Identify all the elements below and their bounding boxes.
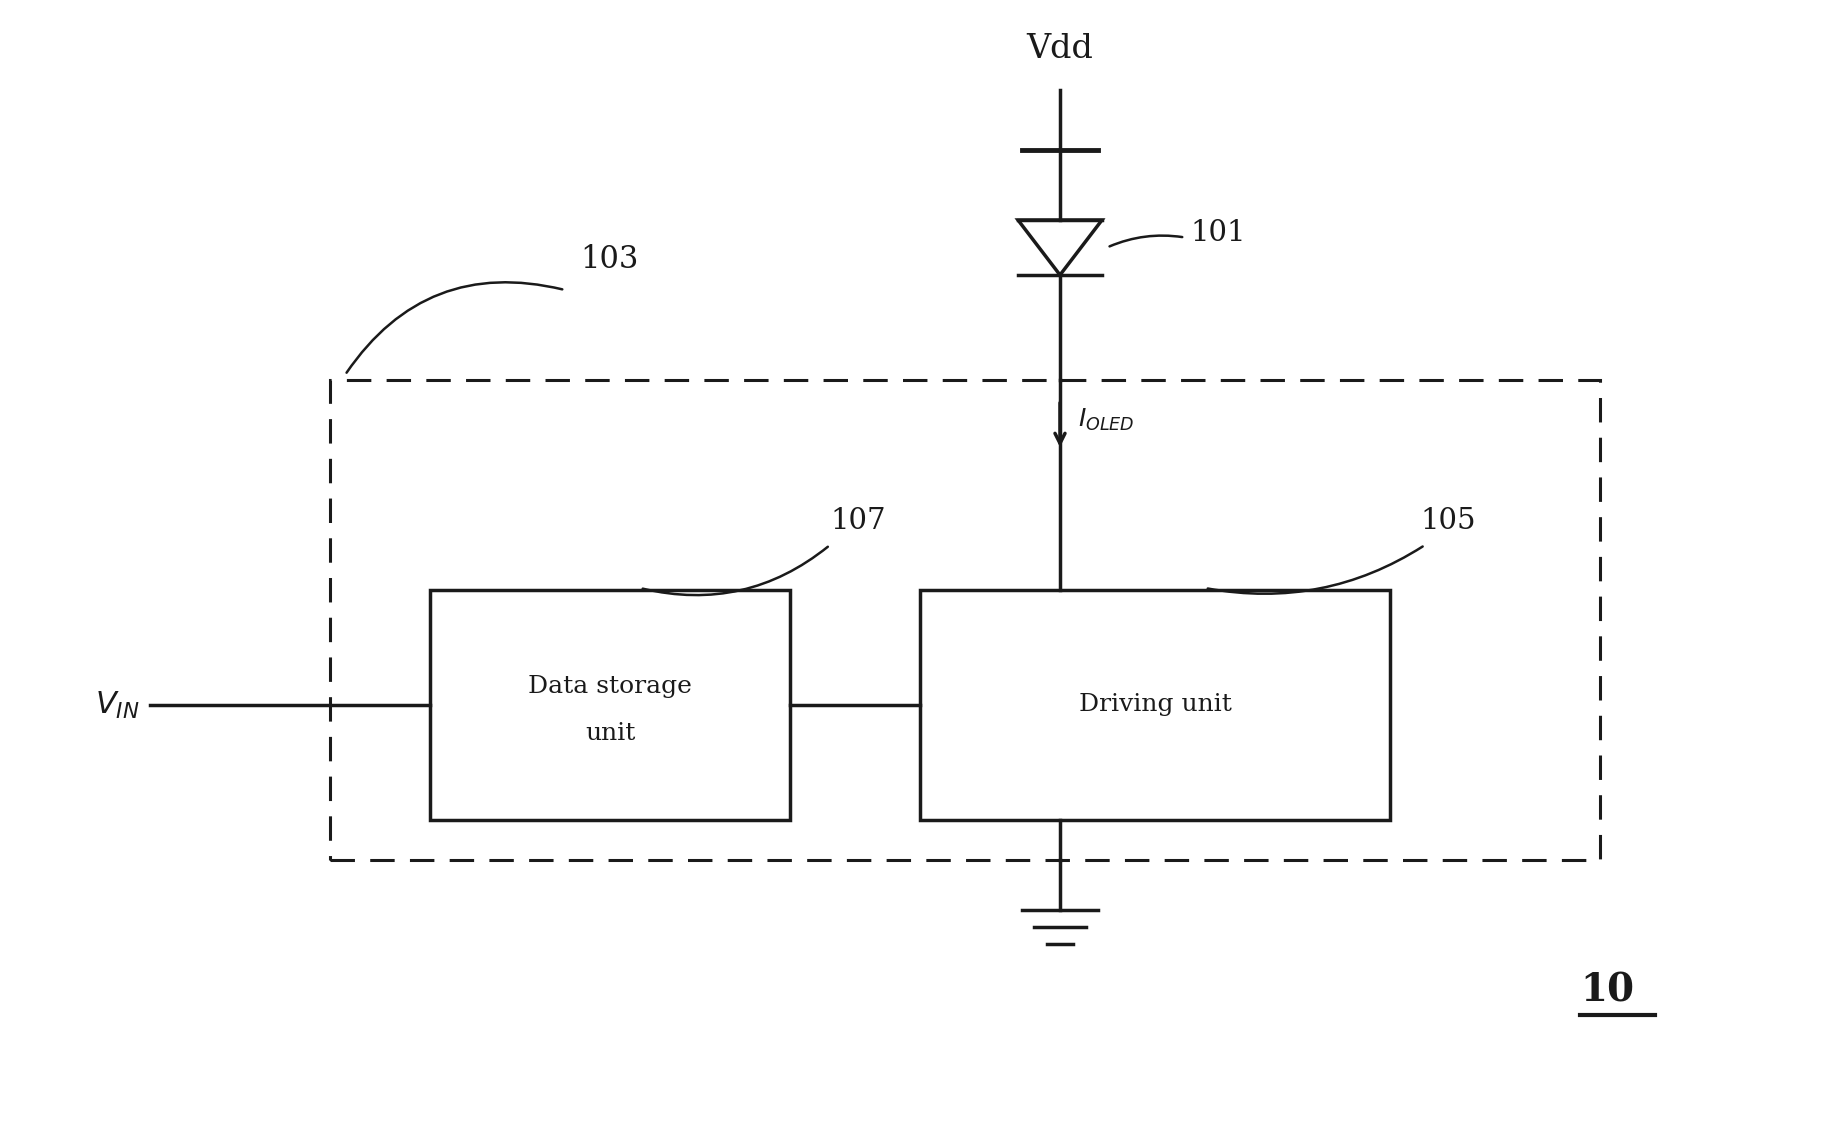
Text: 103: 103 [579,244,638,275]
Text: Vdd: Vdd [1027,33,1093,65]
Text: Data storage: Data storage [528,676,693,699]
Bar [331,380,1599,860]
Text: 101: 101 [1190,219,1245,246]
Text: 10: 10 [1579,972,1634,1010]
Text: unit: unit [585,722,634,744]
Bar [919,591,1389,820]
Text: $I_{OLED}$: $I_{OLED}$ [1079,407,1135,433]
Text: 105: 105 [1420,507,1475,535]
Text: Driving unit: Driving unit [1079,693,1232,717]
Bar [430,591,790,820]
Text: $V_{IN}$: $V_{IN}$ [95,690,141,720]
Text: 107: 107 [830,507,885,535]
